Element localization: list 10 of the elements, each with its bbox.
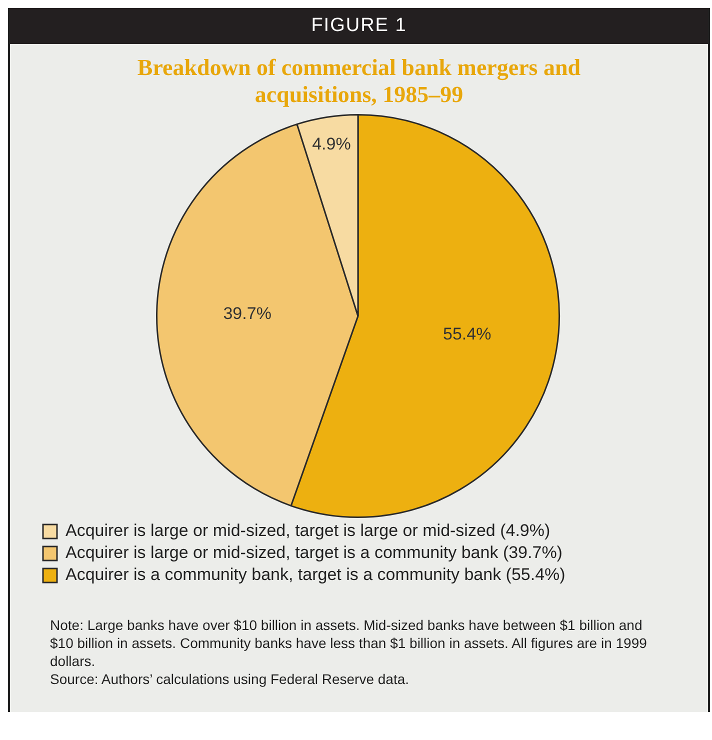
legend-label: Acquirer is large or mid-sized, target is large or mid-sized (4.9%) <box>66 521 550 540</box>
text: Note: Large banks have over $10 billion in assets. Mid-sized banks have between $1 billion and $10 billion in assets. Community banks have less than $1 billion in assets. All figures are in 1999 dollars. <box>50 616 648 670</box>
caption: FIGURE 1 <box>10 8 708 44</box>
data-label: 4.9% <box>312 134 351 154</box>
legend-label: Acquirer is a community bank, target is a community bank (55.4%) <box>66 565 566 584</box>
chart-title: Breakdown of commercial bank mergers and acquisitions, 1985–99 <box>136 54 582 108</box>
source-note: Source: Authors’ calculations using Federal Reserve data. <box>50 670 410 688</box>
data-label: 39.7% <box>223 304 272 323</box>
legend-label: Acquirer is large or mid-sized, target is a community bank (39.7%) <box>66 543 562 562</box>
data-label: 55.4% <box>442 324 492 344</box>
